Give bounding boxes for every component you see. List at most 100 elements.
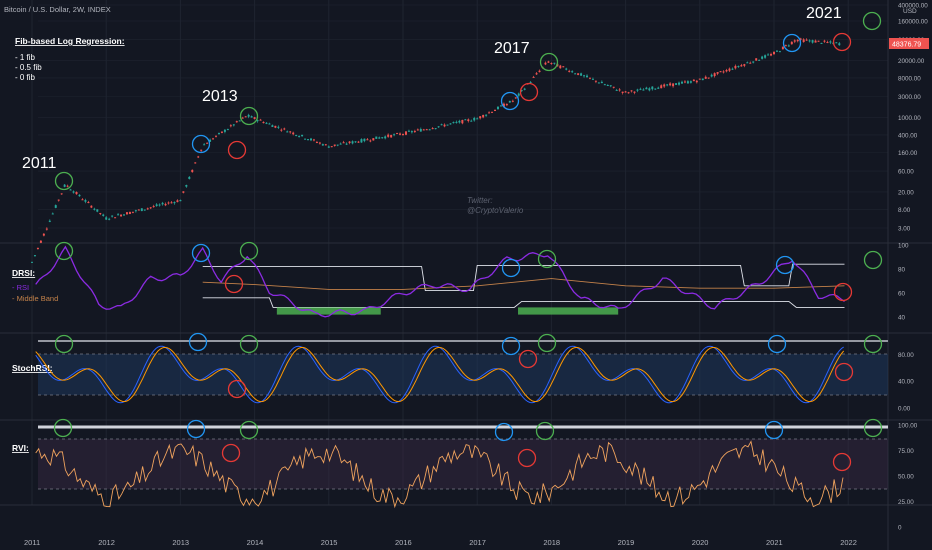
candle-body bbox=[775, 50, 778, 52]
candle-body bbox=[532, 76, 535, 78]
drsi-axis: 100 80 60 40 bbox=[898, 243, 909, 322]
annotation-circle bbox=[767, 334, 787, 354]
annotation-circle bbox=[54, 334, 74, 354]
candle-body bbox=[223, 129, 226, 132]
candle-body bbox=[324, 144, 327, 146]
candle-body bbox=[253, 117, 256, 120]
candle-body bbox=[609, 85, 612, 87]
candle-body bbox=[48, 220, 51, 222]
candle-body bbox=[734, 65, 737, 69]
drsi-oversold-fill bbox=[276, 307, 381, 315]
candle-body bbox=[57, 199, 60, 201]
time-axis-label: 2019 bbox=[618, 538, 635, 547]
candle-body bbox=[81, 199, 84, 201]
rvi-axis-label: 50.00 bbox=[898, 474, 914, 481]
candle-body bbox=[535, 73, 538, 75]
price-axis-label: 160.00 bbox=[898, 150, 918, 157]
annotation-circle bbox=[863, 334, 883, 354]
candle-body bbox=[137, 209, 140, 211]
annotation-circle bbox=[833, 282, 853, 302]
candle-body bbox=[434, 128, 437, 130]
candle-body bbox=[476, 118, 479, 120]
price-axis[interactable]: 400000.00160000.0060000.0020000.008000.0… bbox=[898, 3, 928, 233]
candle-body bbox=[265, 122, 268, 124]
annotation-circle bbox=[191, 134, 211, 154]
candle-body bbox=[390, 134, 393, 138]
candle-body bbox=[683, 81, 686, 83]
candle-body bbox=[523, 88, 526, 90]
rvi-axis: 100.00 75.00 50.00 25.00 0 bbox=[898, 423, 918, 532]
time-axis[interactable]: 2011 2012 2013 2014 2015 2016 2017 2018 2019 2020… bbox=[24, 538, 857, 547]
fib-legend-item-2: - 0.5 fib bbox=[15, 63, 42, 72]
candle-body bbox=[342, 142, 345, 144]
price-axis-label: 8000.00 bbox=[898, 75, 921, 82]
candle-body bbox=[134, 210, 137, 212]
drsi-axis-label: 80 bbox=[898, 267, 906, 274]
candle-body bbox=[814, 40, 817, 43]
candle-body bbox=[247, 114, 250, 117]
candle-body bbox=[416, 129, 419, 131]
candle-body bbox=[75, 192, 78, 195]
candle-body bbox=[206, 142, 209, 144]
candle-body bbox=[384, 136, 387, 139]
candle-body bbox=[173, 202, 176, 204]
candle-body bbox=[707, 77, 710, 79]
candle-body bbox=[182, 191, 185, 193]
candle-body bbox=[505, 104, 508, 106]
candle-body bbox=[773, 52, 775, 55]
symbol-line[interactable]: Bitcoin / U.S. Dollar, 2W, INDEX bbox=[4, 5, 111, 14]
candle-body bbox=[591, 78, 594, 80]
time-axis-label: 2015 bbox=[321, 538, 338, 547]
candle-body bbox=[648, 88, 651, 91]
time-axis-label: 2016 bbox=[395, 538, 412, 547]
candle-body bbox=[295, 134, 298, 136]
candle-body bbox=[781, 46, 784, 50]
candle-body bbox=[152, 206, 155, 208]
annotation-circle bbox=[239, 106, 259, 126]
candle-body bbox=[698, 78, 701, 80]
candle-body bbox=[678, 82, 681, 85]
candle-body bbox=[90, 205, 93, 208]
candle-body bbox=[689, 81, 692, 83]
stochrsi-d-line bbox=[35, 346, 845, 403]
candle-body bbox=[594, 80, 597, 82]
candle-body bbox=[321, 144, 324, 146]
candle-body bbox=[636, 89, 639, 91]
candle-body bbox=[99, 213, 102, 215]
candle-body bbox=[203, 144, 206, 146]
candle-body bbox=[811, 40, 814, 43]
price-candles bbox=[31, 37, 841, 263]
candle-body bbox=[491, 111, 494, 113]
drsi-axis-label: 40 bbox=[898, 315, 906, 322]
candle-body bbox=[630, 90, 633, 92]
candle-body bbox=[307, 139, 310, 141]
candle-body bbox=[722, 71, 725, 73]
candle-body bbox=[826, 41, 829, 43]
candle-body bbox=[808, 40, 811, 42]
candle-body bbox=[538, 70, 541, 73]
drsi-lower-band bbox=[202, 297, 845, 308]
annotation-circle bbox=[764, 420, 784, 440]
candle-body bbox=[262, 121, 265, 124]
candle-body bbox=[464, 119, 467, 121]
last-price-value: 48376.79 bbox=[892, 42, 921, 49]
candle-body bbox=[289, 131, 292, 133]
candle-body bbox=[470, 120, 473, 122]
annotation-circle bbox=[54, 241, 74, 261]
candle-body bbox=[802, 39, 805, 43]
candle-body bbox=[66, 185, 69, 187]
candle-body bbox=[375, 136, 378, 139]
candle-body bbox=[419, 128, 422, 132]
candle-body bbox=[597, 82, 600, 84]
drsi-title: DRSI: bbox=[12, 268, 35, 278]
candle-body bbox=[381, 137, 384, 139]
candle-body bbox=[304, 138, 307, 140]
candle-body bbox=[568, 70, 571, 72]
candle-body bbox=[571, 71, 574, 73]
candle-body bbox=[701, 78, 704, 81]
candle-body bbox=[838, 43, 841, 46]
candle-body bbox=[588, 77, 591, 79]
candle-body bbox=[633, 91, 636, 93]
drsi-upper-band bbox=[202, 263, 845, 292]
candle-body bbox=[767, 54, 770, 56]
